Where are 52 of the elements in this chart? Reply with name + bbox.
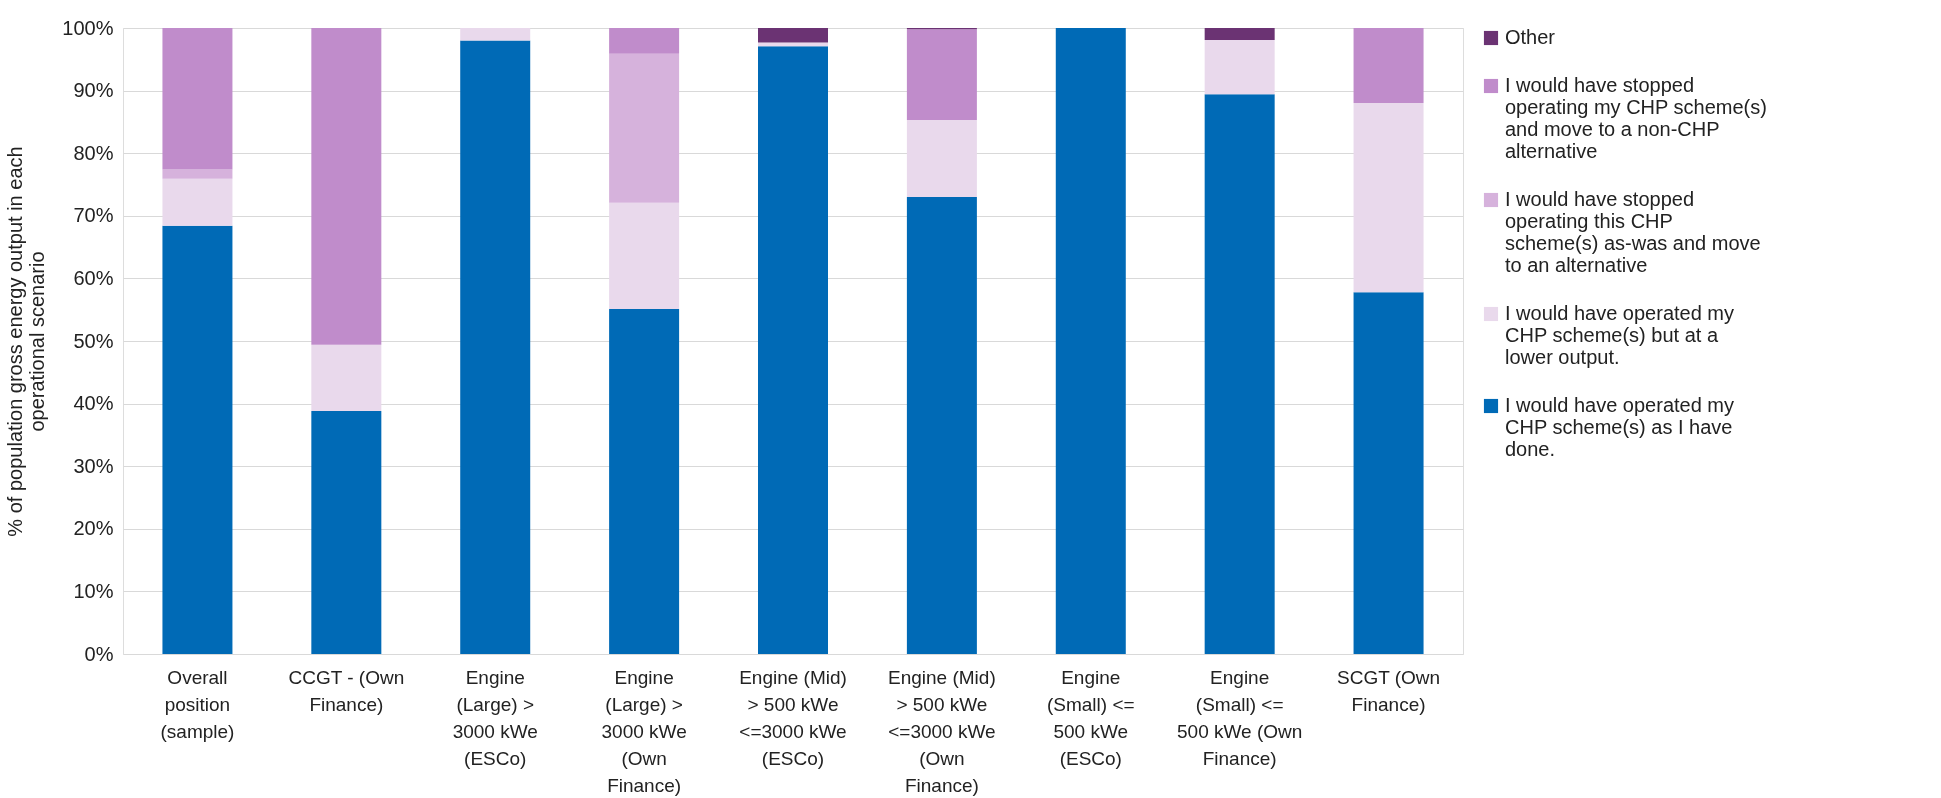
x-tick-label: Engine (Small) <= 500 kWe (Own Finance)	[1177, 666, 1303, 769]
bar	[460, 40, 531, 654]
y-tick-label: 20%	[73, 517, 114, 540]
legend-label: Other	[1505, 26, 1556, 48]
y-tick-label: 10%	[73, 579, 114, 602]
bar	[162, 28, 233, 170]
x-tick-label: Overall position (sample)	[160, 666, 235, 742]
legend-label: I would have operated my CHP scheme(s) as I have done.	[1505, 394, 1735, 460]
bar	[460, 28, 531, 41]
y-tick-label: 40%	[73, 392, 114, 415]
bar	[162, 225, 233, 654]
x-tick-label: Engine (Small) <= 500 kWe (ESCo)	[1046, 666, 1135, 769]
y-tick-label: 30%	[73, 454, 114, 477]
bar	[162, 178, 233, 226]
legend-label: I would have stopped operating this CHP scheme(s) as-was and move to an alternative	[1505, 188, 1761, 276]
x-tick-label: Engine (Large) > 3000 kWe (Own Finance)	[601, 666, 687, 796]
bar	[1353, 28, 1424, 104]
bar	[1204, 28, 1275, 40]
bar	[609, 53, 680, 203]
bar	[1204, 39, 1275, 95]
bar	[311, 411, 382, 654]
bar	[311, 28, 382, 345]
bar	[906, 120, 977, 198]
y-tick-label: 60%	[73, 266, 114, 289]
bar	[1353, 103, 1424, 293]
bar	[758, 28, 828, 43]
bar	[906, 29, 977, 121]
x-tick-label: SCGT (Own Finance)	[1337, 666, 1441, 715]
bar	[758, 46, 828, 654]
y-axis-title: % of population gross energy output in each operational scenario	[4, 146, 49, 537]
bar	[906, 197, 977, 654]
y-tick-label: 50%	[73, 329, 114, 352]
y-tick-label: 70%	[73, 204, 114, 227]
bar	[1204, 94, 1275, 654]
y-tick-label: 80%	[73, 141, 114, 164]
x-tick-label: Engine (Mid) > 500 kWe <=3000 kWe (Own Finance)	[888, 666, 996, 796]
bar	[609, 309, 680, 654]
x-tick-label: Engine (Large) > 3000 kWe (ESCo)	[452, 666, 538, 769]
bar	[1353, 292, 1424, 654]
bar	[758, 42, 828, 47]
bar	[311, 344, 382, 412]
y-tick-label: 90%	[73, 79, 114, 102]
legend-label: I would have stopped operating my CHP scheme(s) and move to a non-CHP alternative	[1505, 74, 1767, 162]
y-tick-label: 0%	[84, 642, 114, 665]
legend-label: I would have operated my CHP scheme(s) but at a lower output.	[1505, 302, 1735, 368]
y-tick-label: 100%	[62, 16, 114, 39]
bar	[609, 28, 680, 54]
bar	[162, 169, 233, 179]
x-tick-label: CCGT - (Own Finance)	[288, 666, 405, 715]
x-tick-label: Engine (Mid) > 500 kWe <=3000 kWe (ESCo)	[739, 666, 847, 769]
bar	[609, 202, 680, 310]
bar	[1055, 28, 1126, 654]
